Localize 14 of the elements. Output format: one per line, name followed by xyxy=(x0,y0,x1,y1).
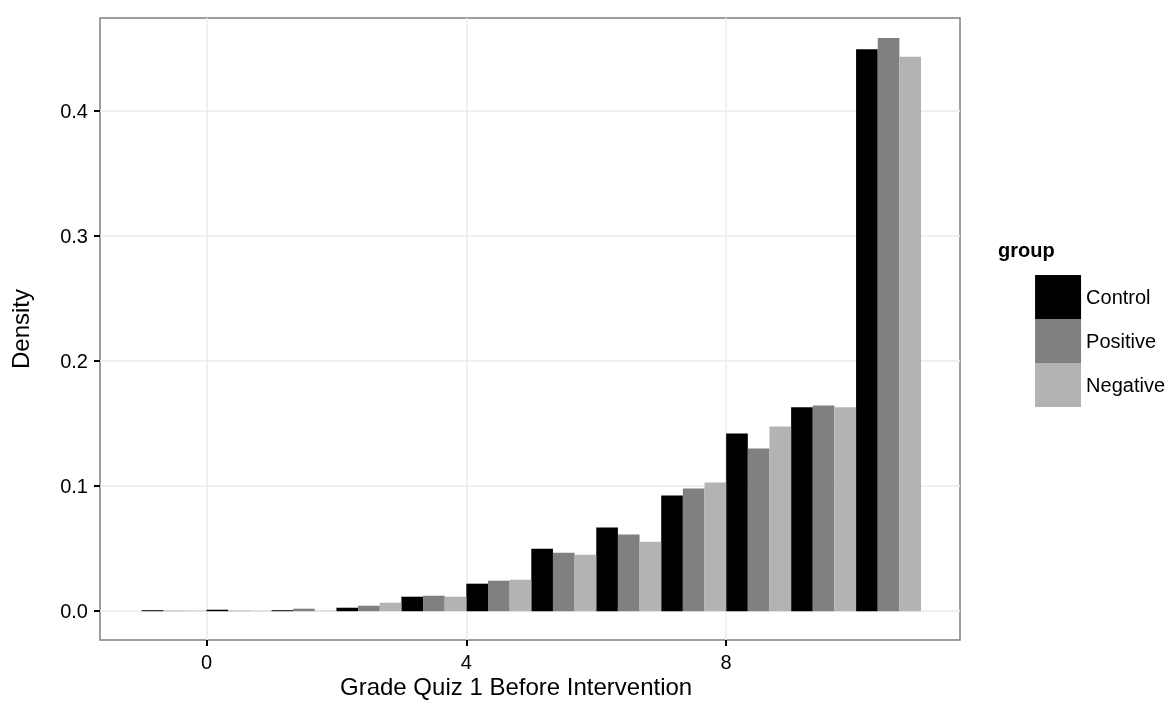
legend-title: group xyxy=(998,239,1055,261)
y-axis-title: Density xyxy=(6,288,34,370)
x-axis-title: Grade Quiz 1 Before Intervention xyxy=(340,672,693,700)
y-tick-label: 0.4 xyxy=(60,99,88,122)
x-tick-label: 8 xyxy=(720,651,732,673)
legend-label: Negative xyxy=(1086,374,1165,396)
x-tick-label: 4 xyxy=(460,651,472,673)
y-tick-label: 0.0 xyxy=(60,600,88,623)
legend-label: Control xyxy=(1086,286,1151,308)
x-tick-label: 0 xyxy=(200,651,213,673)
y-tick-label: 0.2 xyxy=(60,349,88,372)
y-tick-label: 0.3 xyxy=(60,224,88,247)
legend-label: Positive xyxy=(1086,330,1157,352)
y-tick-label: 0.1 xyxy=(60,475,88,498)
